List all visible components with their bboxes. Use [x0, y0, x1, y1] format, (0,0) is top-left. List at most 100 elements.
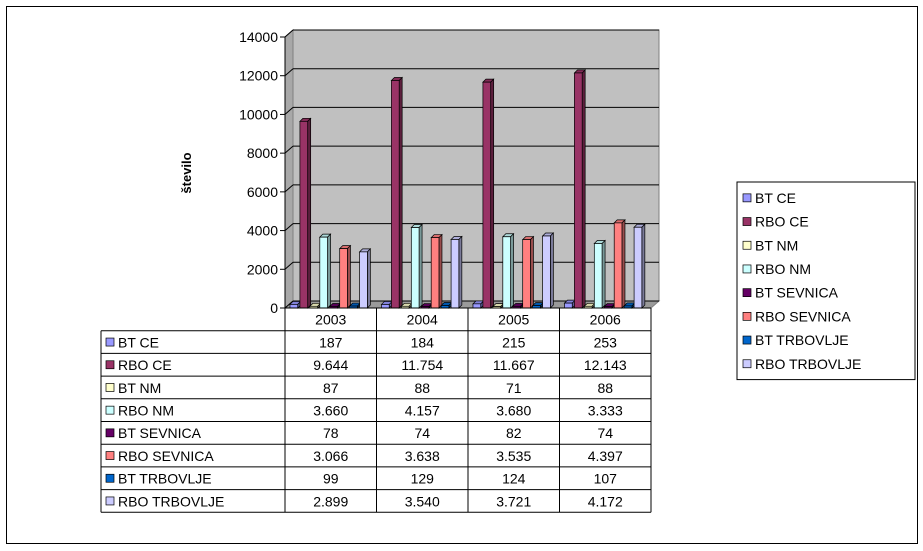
legend-key — [742, 264, 752, 274]
bar-side — [641, 223, 646, 309]
data-label: 3.066 — [313, 448, 348, 464]
table-series-name: RBO NM — [118, 403, 174, 419]
bar-front — [482, 81, 492, 309]
y-axis-label: število — [179, 152, 194, 193]
bar-rbo-ce-2006 — [573, 69, 587, 309]
data-label: 88 — [597, 380, 613, 396]
bar-bt-ce-2003 — [289, 300, 302, 309]
bar-bt-ce-2004 — [380, 300, 394, 309]
table-legend-key — [105, 405, 115, 415]
table-legend-key — [105, 496, 115, 506]
bar-front — [502, 236, 511, 309]
bar-side — [398, 76, 403, 309]
data-label: 11.667 — [493, 357, 535, 373]
bar-rbo-sevnica-2004 — [430, 233, 443, 309]
legend-key — [742, 240, 752, 250]
table-series-name: BT SEVNICA — [118, 425, 202, 441]
bar-front — [574, 72, 583, 309]
legend-box — [736, 181, 916, 381]
legend-key — [742, 312, 752, 321]
grid-line-side — [284, 261, 294, 270]
bar-rbo-sevnica-2005 — [521, 235, 535, 309]
y-tick-label: 8000 — [247, 145, 278, 161]
x-category-label: 2003 — [315, 312, 346, 328]
bar-front — [633, 226, 643, 309]
y-tick-label: 6000 — [247, 184, 278, 200]
bar-front — [564, 302, 573, 309]
grid-line-side — [284, 184, 294, 193]
data-label: 124 — [502, 471, 526, 487]
bar-front — [391, 80, 400, 309]
bar-side — [621, 219, 626, 309]
bar-rbo-ce-2004 — [390, 76, 404, 309]
data-label: 2.899 — [313, 493, 348, 509]
bar-side — [367, 248, 371, 309]
x-category-label: 2006 — [590, 312, 621, 328]
data-label: 82 — [506, 425, 522, 441]
legend-label: BT SEVNICA — [755, 285, 839, 301]
x-category-label: 2005 — [498, 312, 529, 328]
bar-side — [490, 78, 495, 309]
legend-label: RBO TRBOVLJE — [755, 356, 861, 372]
bar-front — [410, 227, 420, 309]
bar-rbo-sevnica-2006 — [613, 219, 626, 309]
legend-label: RBO SEVNICA — [755, 308, 851, 324]
bar-front — [542, 235, 551, 309]
legend-label: BT TRBOVLJE — [755, 332, 849, 348]
grid-line-side — [284, 68, 294, 77]
bar-side — [530, 235, 534, 309]
table-series-name: RBO CE — [118, 357, 172, 373]
table-series-name: RBO SEVNICA — [118, 448, 214, 464]
bar-front — [381, 304, 390, 309]
bar-side — [510, 232, 514, 309]
table-legend-key — [105, 383, 115, 392]
table-legend-key — [105, 451, 115, 460]
table-legend-key — [105, 360, 115, 370]
table-legend-key — [105, 337, 115, 347]
bar-rbo-nm-2004 — [410, 223, 423, 309]
y-tick-label: 0 — [270, 300, 278, 316]
bar-front — [359, 251, 368, 309]
data-label: 3.333 — [588, 403, 623, 419]
x-category-label: 2004 — [407, 312, 438, 328]
data-label: 4.172 — [588, 493, 623, 509]
data-label: 9.644 — [313, 357, 348, 373]
data-label: 11.754 — [401, 357, 443, 373]
data-label: 184 — [411, 334, 435, 350]
y-tick-label: 10000 — [239, 106, 278, 122]
data-label: 3.660 — [313, 403, 348, 419]
bar-bt-ce-2006 — [563, 299, 577, 309]
bar-rbo-trbovlje-2006 — [633, 223, 646, 309]
data-label: 74 — [597, 425, 613, 441]
data-label: 87 — [323, 380, 339, 396]
bar-front — [593, 243, 603, 309]
bar-front — [319, 236, 328, 309]
bar-side — [549, 232, 554, 309]
y-tick-label: 12000 — [239, 68, 278, 84]
data-label: 107 — [594, 471, 618, 487]
data-label: 215 — [502, 334, 526, 350]
bar-side — [418, 223, 423, 309]
table-legend-key — [105, 428, 115, 438]
y-tick-label: 14000 — [239, 29, 278, 45]
data-label: 88 — [414, 380, 430, 396]
bar-side — [327, 233, 331, 309]
data-label: 74 — [414, 425, 430, 441]
grid-line-side — [284, 223, 294, 231]
data-label: 78 — [323, 425, 339, 441]
data-label: 12.143 — [584, 357, 627, 373]
y-tick-label: 4000 — [247, 223, 278, 239]
bar-side — [581, 69, 586, 309]
bar-rbo-ce-2005 — [482, 78, 495, 309]
table-series-name: BT TRBOVLJE — [118, 471, 212, 487]
bar-front — [289, 304, 299, 309]
bar-front — [450, 239, 460, 309]
legend-key — [742, 193, 752, 203]
legend-key — [742, 335, 752, 345]
data-label: 187 — [319, 334, 343, 350]
legend-label: RBO NM — [755, 261, 811, 277]
bar-front — [613, 222, 623, 309]
bar-front — [522, 239, 531, 309]
data-label: 3.721 — [496, 493, 531, 509]
bar-front — [430, 237, 440, 309]
